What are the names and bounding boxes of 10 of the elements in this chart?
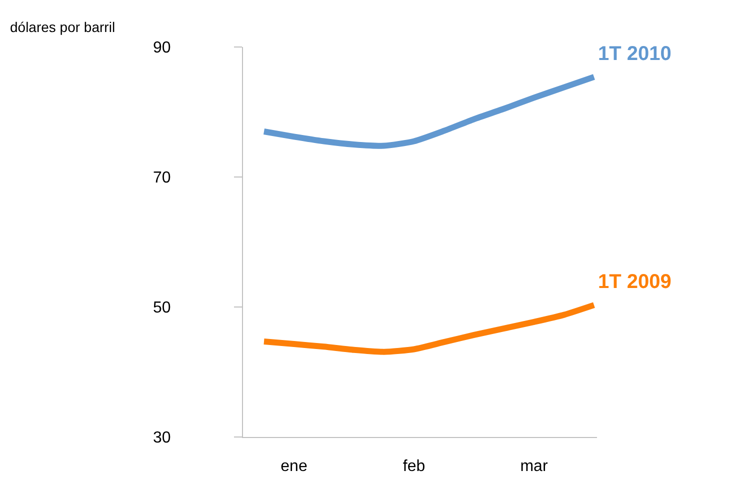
y-axis-title: dólares por barril	[10, 19, 116, 35]
series-label: 1T 2010	[598, 43, 672, 65]
y-tick-label: 90	[153, 40, 171, 57]
y-tick-label: 50	[153, 300, 171, 317]
x-tick-label: mar	[520, 458, 548, 476]
x-tick-label: ene	[280, 458, 308, 476]
x-tick-label: feb	[402, 458, 426, 476]
y-tick-label: 30	[153, 430, 171, 447]
y-tick-label: 70	[153, 170, 171, 187]
series-label: 1T 2009	[598, 271, 672, 293]
